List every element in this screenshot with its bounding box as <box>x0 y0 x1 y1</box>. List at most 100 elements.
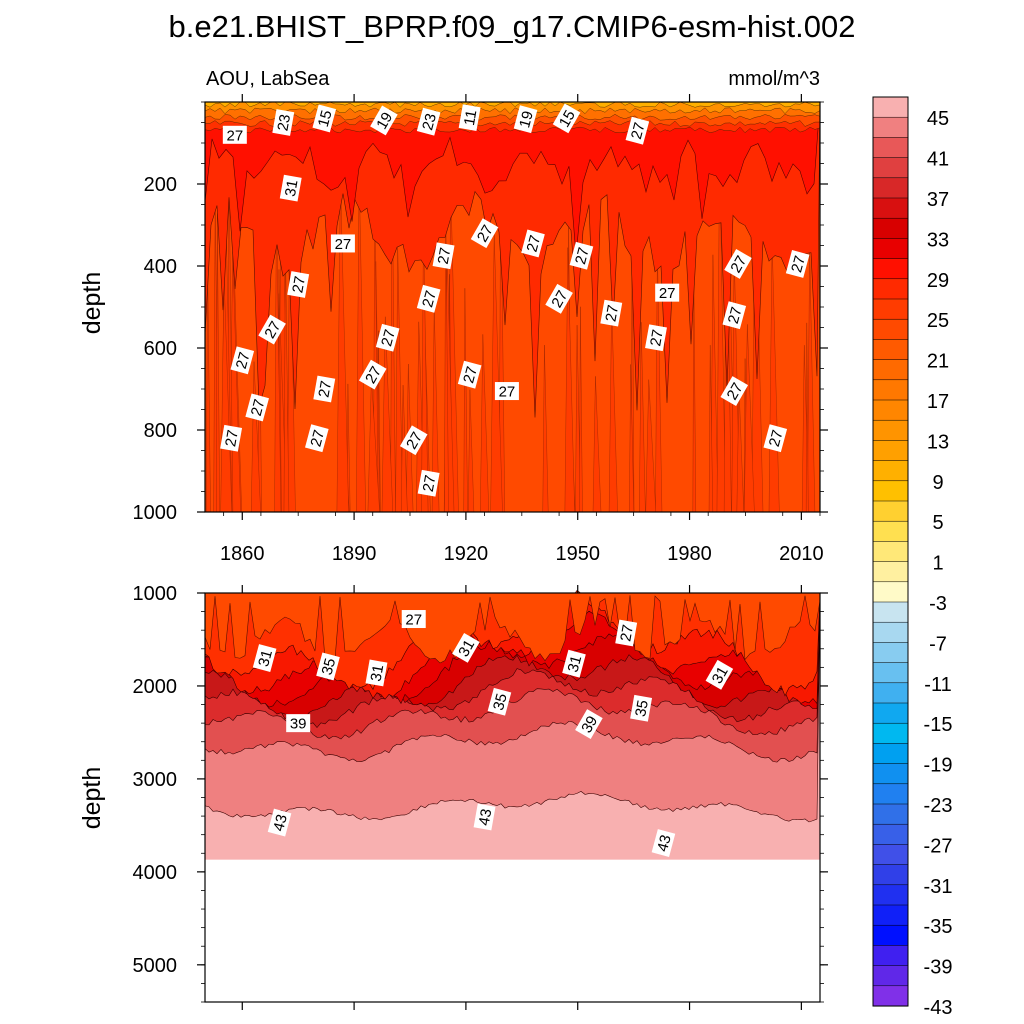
contour-label-box <box>494 382 519 401</box>
colorbar-swatch <box>872 197 909 219</box>
contour-label-text: 27 <box>419 289 440 310</box>
colorbar-label: 5 <box>932 512 943 534</box>
contour-label-box <box>552 103 581 134</box>
colorbar-swatch <box>872 561 909 583</box>
colorbar-label: -43 <box>924 997 953 1019</box>
contour-label-text: 27 <box>628 121 649 142</box>
colorbar-swatch <box>872 440 909 462</box>
contour-label: 35 <box>316 652 340 681</box>
contour-label-text: 27 <box>647 328 667 347</box>
contour-label-text: 31 <box>565 654 586 675</box>
contour-label-box <box>220 424 243 452</box>
contour-label: 27 <box>313 375 336 403</box>
colorbar-swatch <box>872 621 909 643</box>
contour-label: 27 <box>358 359 387 390</box>
chart-title: b.e21.BHIST_BPRP.f09_g17.CMIP6-esm-hist.… <box>169 9 856 44</box>
contour-label-box <box>600 299 623 327</box>
contour-label: 39 <box>286 714 311 733</box>
colorbar-swatch <box>872 359 909 381</box>
contour-label-box <box>230 346 255 375</box>
contour-label-text: 27 <box>460 365 481 386</box>
colorbar-swatch <box>872 945 909 967</box>
contour-label: 27 <box>330 234 355 253</box>
contour-label-box <box>401 610 426 629</box>
colorbar-swatch <box>872 419 909 441</box>
contour-label-box <box>370 105 398 136</box>
colorbar-frame <box>872 96 909 1007</box>
contour-label-text: 27 <box>435 246 455 265</box>
lower-axes: 1000 2000 3000 4000 5000 <box>133 583 828 1010</box>
lower-y-tick-label: 5000 <box>133 955 178 977</box>
colorbar-label: 1 <box>932 553 943 575</box>
upper-right-subtitle: mmol/m^3 <box>728 68 820 90</box>
contour-label: 27 <box>457 360 482 389</box>
upper-panel: AOU, LabSea mmol/m^3 depth 200 400 600 800 1… <box>78 68 828 565</box>
contour-label: 35 <box>630 694 653 722</box>
contour-label-text: 27 <box>499 384 516 401</box>
contour-label: 27 <box>494 382 519 401</box>
contour-label-text: 27 <box>572 246 593 267</box>
colorbar-label: -19 <box>924 755 953 777</box>
contour-label-text: 27 <box>222 429 242 448</box>
colorbar-label: -27 <box>924 835 953 857</box>
contour-label-box <box>272 109 295 136</box>
upper-surface-band <box>204 101 821 108</box>
lower-top-layer <box>204 592 821 664</box>
contour-label: 27 <box>305 424 329 453</box>
contour-label: 23 <box>416 107 441 136</box>
contour-label: 19 <box>513 105 538 134</box>
colorbar-swatch <box>872 298 909 320</box>
contour-label-box <box>375 323 400 352</box>
upper-contour-labels: 27 23 15 19 23 11 19 15 27 31 27 27 27 27 27 27 27 27 27 27… <box>220 103 810 497</box>
contour-label-box <box>399 425 428 456</box>
colorbar-swatch <box>872 965 909 987</box>
contour-label-text: 27 <box>548 288 571 311</box>
contour-label-box <box>287 271 310 298</box>
colorbar-label: 13 <box>927 431 949 453</box>
colorbar-label: 9 <box>932 472 943 494</box>
colorbar-swatch <box>872 985 909 1007</box>
contour-label-text: 27 <box>766 428 787 449</box>
lower-y-tick-label: 2000 <box>133 676 178 698</box>
lower-y-tick-label: 4000 <box>133 862 178 884</box>
contour-label: 27 <box>569 241 594 270</box>
contour-label-text: 27 <box>403 429 426 452</box>
contour-label: 15 <box>312 104 337 133</box>
colorbar-label: -39 <box>924 957 953 979</box>
contour-label-text: 19 <box>516 109 537 130</box>
contour-label-box <box>645 324 667 352</box>
contour-label-box <box>625 116 650 145</box>
contour-label-text: 43 <box>270 813 291 834</box>
contour-label: 11 <box>458 104 481 131</box>
contour-label-text: 27 <box>659 285 676 302</box>
contour-label: 19 <box>370 105 398 136</box>
contour-label-box <box>416 284 441 313</box>
colorbar-label: -23 <box>924 795 953 817</box>
contour-label: 31 <box>279 174 302 202</box>
colorbar-swatch <box>872 460 909 482</box>
contour-label-text: 27 <box>233 350 254 371</box>
colorbar-swatch <box>872 743 909 765</box>
contour-label-text: 15 <box>556 107 579 130</box>
upper-y-tick-label: 1000 <box>133 502 178 524</box>
contour-label-box <box>252 644 277 672</box>
colorbar-swatch <box>872 318 909 340</box>
colorbar-label: -11 <box>924 674 951 696</box>
contour-label-text: 27 <box>335 236 352 253</box>
contour-label: 27 <box>417 469 440 497</box>
upper-x-tick-label: 1950 <box>555 543 600 565</box>
contour-label-box <box>655 283 680 302</box>
contour-label: 27 <box>222 125 247 144</box>
contour-label: 23 <box>272 109 295 136</box>
upper-x-tick-label: 1980 <box>667 543 712 565</box>
contour-label: 27 <box>401 610 426 629</box>
contour-label-box <box>722 301 747 330</box>
colorbar-swatch <box>872 541 909 563</box>
colorbar-swatch <box>872 844 909 866</box>
colorbar-swatch <box>872 379 909 401</box>
contour-label: 43 <box>473 803 496 831</box>
contour-label-text: 35 <box>319 656 340 677</box>
colorbar-label: -35 <box>924 916 953 938</box>
contour-label: 27 <box>625 116 650 145</box>
colorbar-label: 33 <box>927 229 949 251</box>
